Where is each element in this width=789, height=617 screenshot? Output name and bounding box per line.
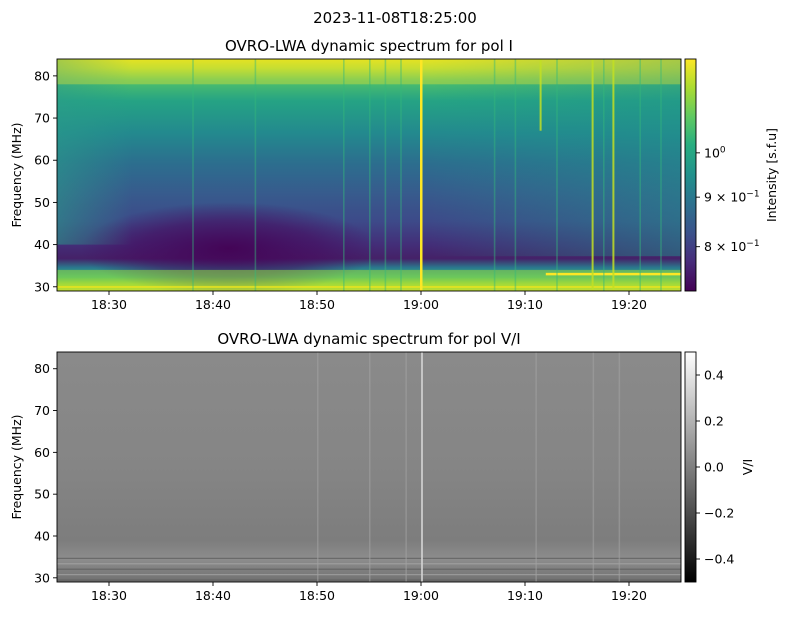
faint-vertical-line xyxy=(603,59,605,291)
band-edge xyxy=(57,285,681,288)
dark-region xyxy=(80,202,377,291)
colorbar-tick-mantissa: 10 xyxy=(704,145,720,160)
faint-vertical-line xyxy=(639,59,641,291)
faint-vertical-line xyxy=(317,352,319,582)
y-axis-label: Frequency (MHz) xyxy=(9,122,24,227)
top-panel-intensity: OVRO-LWA dynamic spectrum for pol I 18:30… xyxy=(9,37,779,312)
y-tick-label: 30 xyxy=(34,279,50,294)
y-tick-label: 70 xyxy=(34,403,50,418)
colorbar xyxy=(684,58,697,292)
y-tick-label: 40 xyxy=(34,529,50,544)
high-frequency-band xyxy=(57,59,681,85)
y-tick-label: 50 xyxy=(34,487,50,502)
panel-title: OVRO-LWA dynamic spectrum for pol I xyxy=(225,37,513,55)
colorbar-tick-label: 9 × 10−1 xyxy=(704,190,760,205)
colorbar-tick-exponent: 0 xyxy=(720,145,726,155)
x-tick-label: 19:20 xyxy=(611,588,647,603)
colorbar-tick-label: 0.4 xyxy=(704,368,724,383)
y-tick-label: 60 xyxy=(34,445,50,460)
colorbar-tick-label: −0.4 xyxy=(704,552,734,567)
faint-vertical-line xyxy=(405,352,407,582)
faint-vertical-line xyxy=(192,59,194,291)
faint-vertical-line xyxy=(400,59,402,291)
spectrum-image xyxy=(57,59,681,291)
panel-title: OVRO-LWA dynamic spectrum for pol V/I xyxy=(217,330,520,348)
burst-line xyxy=(591,59,594,291)
faint-vertical-line xyxy=(369,59,371,291)
y-tick-label: 40 xyxy=(34,237,50,252)
colorbar-tick-exponent: −1 xyxy=(746,190,759,200)
x-tick-label: 19:10 xyxy=(507,297,543,312)
colorbar-tick-label: 0.0 xyxy=(704,460,724,475)
y-axis-label: Frequency (MHz) xyxy=(9,414,24,519)
spectrum-image xyxy=(57,352,681,582)
low-frequency-band xyxy=(57,269,681,291)
colorbar-tick-label: 8 × 10−1 xyxy=(704,239,760,254)
colorbar xyxy=(684,351,697,583)
x-tick-label: 18:40 xyxy=(195,588,231,603)
y-tick-label: 30 xyxy=(34,570,50,585)
x-tick-label: 18:50 xyxy=(299,297,335,312)
faint-vertical-line xyxy=(514,59,517,291)
x-tick-label: 18:30 xyxy=(91,297,127,312)
colorbar-tick-mantissa: 8 × 10 xyxy=(704,239,746,254)
faint-vertical-line xyxy=(369,352,371,582)
burst-line xyxy=(420,59,423,291)
x-tick-label: 19:00 xyxy=(403,297,439,312)
colorbar-label: V/I xyxy=(740,459,755,475)
y-tick-label: 50 xyxy=(34,195,50,210)
colorbar-tick-label: −0.2 xyxy=(704,506,734,521)
faint-vertical-line xyxy=(556,59,558,291)
plot-frame xyxy=(56,58,682,292)
colorbar-tick-mantissa: 9 × 10 xyxy=(704,190,746,205)
burst-line xyxy=(612,59,615,291)
burst-line xyxy=(539,59,542,131)
faint-vertical-line xyxy=(493,59,496,291)
faint-vertical-line xyxy=(592,352,595,582)
colorbar-label: Intensity [s.f.u] xyxy=(764,128,779,222)
faint-vertical-line xyxy=(535,352,537,582)
right-brightening xyxy=(431,59,681,257)
colorbar-tick-label: 0.2 xyxy=(704,414,724,429)
faint-vertical-line xyxy=(421,352,423,582)
colorbar-tick-exponent: −1 xyxy=(746,239,759,249)
y-tick-label: 80 xyxy=(34,68,50,83)
x-tick-label: 18:40 xyxy=(195,297,231,312)
colorbar-tick-label: 100 xyxy=(704,145,726,160)
faint-vertical-line xyxy=(254,59,257,291)
faint-vertical-line xyxy=(618,352,621,582)
y-tick-label: 80 xyxy=(34,361,50,376)
plot-frame xyxy=(56,351,682,583)
faint-vertical-line xyxy=(384,59,387,291)
x-tick-label: 19:10 xyxy=(507,588,543,603)
left-brightening xyxy=(57,59,132,245)
x-tick-label: 19:20 xyxy=(611,297,647,312)
x-tick-label: 18:30 xyxy=(91,588,127,603)
faint-vertical-line xyxy=(343,59,345,291)
faint-vertical-line xyxy=(660,59,662,291)
bottom-panel-polarization: OVRO-LWA dynamic spectrum for pol V/I 18:… xyxy=(9,330,755,603)
x-tick-label: 18:50 xyxy=(299,588,335,603)
y-tick-label: 60 xyxy=(34,153,50,168)
x-tick-label: 19:00 xyxy=(403,588,439,603)
y-tick-label: 70 xyxy=(34,111,50,126)
figure-suptitle: 2023-11-08T18:25:00 xyxy=(313,9,477,27)
